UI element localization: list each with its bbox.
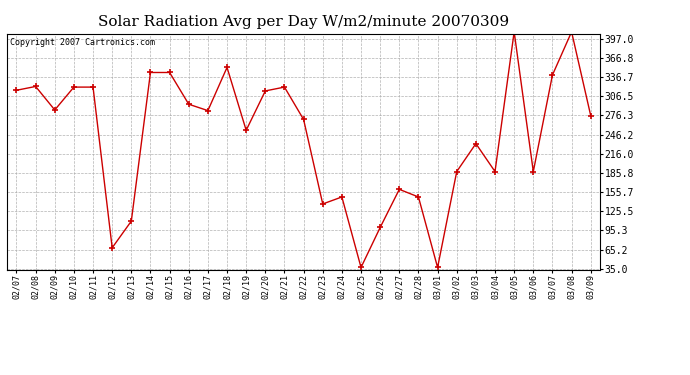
Text: Copyright 2007 Cartronics.com: Copyright 2007 Cartronics.com	[10, 39, 155, 48]
Text: Solar Radiation Avg per Day W/m2/minute 20070309: Solar Radiation Avg per Day W/m2/minute …	[98, 15, 509, 29]
